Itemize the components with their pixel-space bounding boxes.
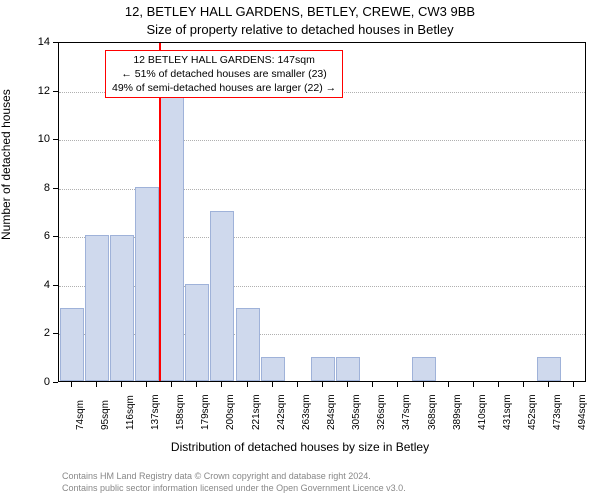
y-tick-label: 12: [30, 85, 50, 97]
x-tick: [221, 382, 222, 387]
x-tick-label: 221sqm: [251, 394, 262, 430]
x-tick-label: 452sqm: [527, 394, 538, 430]
bar: [110, 235, 134, 381]
y-tick-label: 6: [30, 230, 50, 242]
annot-line3: 49% of semi-detached houses are larger (…: [112, 81, 336, 95]
x-tick-label: 431sqm: [502, 394, 513, 430]
x-tick: [247, 382, 248, 387]
y-tick-label: 14: [30, 36, 50, 48]
x-tick-label: 137sqm: [150, 394, 161, 430]
x-tick: [548, 382, 549, 387]
x-tick-label: 494sqm: [577, 394, 588, 430]
gridline: [59, 140, 585, 141]
y-tick: [53, 91, 58, 92]
x-tick-label: 95sqm: [100, 400, 111, 430]
chart-title-line2: Size of property relative to detached ho…: [0, 22, 600, 37]
x-tick-label: 410sqm: [477, 394, 488, 430]
x-tick: [372, 382, 373, 387]
y-tick-label: 4: [30, 279, 50, 291]
bar: [60, 308, 84, 381]
x-tick: [121, 382, 122, 387]
x-tick: [297, 382, 298, 387]
x-tick: [272, 382, 273, 387]
x-tick-label: 179sqm: [200, 394, 211, 430]
annot-line2: ← 51% of detached houses are smaller (23…: [112, 67, 336, 81]
x-tick: [573, 382, 574, 387]
y-tick: [53, 188, 58, 189]
attribution-text: Contains HM Land Registry data © Crown c…: [62, 470, 406, 494]
x-axis-label: Distribution of detached houses by size …: [0, 440, 600, 454]
x-tick-label: 368sqm: [427, 394, 438, 430]
x-tick: [448, 382, 449, 387]
x-tick: [96, 382, 97, 387]
y-tick: [53, 382, 58, 383]
y-tick: [53, 236, 58, 237]
x-tick: [146, 382, 147, 387]
y-tick: [53, 139, 58, 140]
x-tick-label: 263sqm: [301, 394, 312, 430]
attr-line1: Contains HM Land Registry data © Crown c…: [62, 470, 406, 482]
y-tick-label: 10: [30, 133, 50, 145]
x-tick-label: 326sqm: [376, 394, 387, 430]
x-tick-label: 242sqm: [276, 394, 287, 430]
bar: [185, 284, 209, 381]
bar: [261, 357, 285, 381]
y-tick-label: 8: [30, 182, 50, 194]
x-tick: [347, 382, 348, 387]
x-tick-label: 200sqm: [225, 394, 236, 430]
annotation-box: 12 BETLEY HALL GARDENS: 147sqm ← 51% of …: [105, 50, 343, 98]
x-tick-label: 284sqm: [326, 394, 337, 430]
bar: [412, 357, 436, 381]
x-tick-label: 158sqm: [175, 394, 186, 430]
bar: [537, 357, 561, 381]
x-tick-label: 116sqm: [125, 395, 136, 430]
x-tick: [397, 382, 398, 387]
y-tick: [53, 285, 58, 286]
x-tick-label: 473sqm: [552, 394, 563, 430]
bar: [135, 187, 159, 381]
y-tick-label: 0: [30, 376, 50, 388]
y-tick: [53, 42, 58, 43]
x-tick: [196, 382, 197, 387]
bar: [336, 357, 360, 381]
annot-line1: 12 BETLEY HALL GARDENS: 147sqm: [112, 53, 336, 67]
x-tick: [71, 382, 72, 387]
bar: [85, 235, 109, 381]
x-tick-label: 389sqm: [452, 394, 463, 430]
x-tick: [473, 382, 474, 387]
attr-line2: Contains public sector information licen…: [62, 482, 406, 494]
bar: [210, 211, 234, 381]
x-tick: [423, 382, 424, 387]
bar: [311, 357, 335, 381]
x-tick: [498, 382, 499, 387]
chart-title-line1: 12, BETLEY HALL GARDENS, BETLEY, CREWE, …: [0, 4, 600, 19]
x-tick: [171, 382, 172, 387]
y-axis-label: Number of detached houses: [0, 89, 13, 240]
bar: [236, 308, 260, 381]
x-tick-label: 305sqm: [351, 394, 362, 430]
x-tick: [523, 382, 524, 387]
x-tick-label: 347sqm: [401, 394, 412, 430]
bar: [160, 65, 184, 381]
x-tick: [322, 382, 323, 387]
x-tick-label: 74sqm: [75, 400, 86, 430]
y-tick: [53, 333, 58, 334]
y-tick-label: 2: [30, 327, 50, 339]
